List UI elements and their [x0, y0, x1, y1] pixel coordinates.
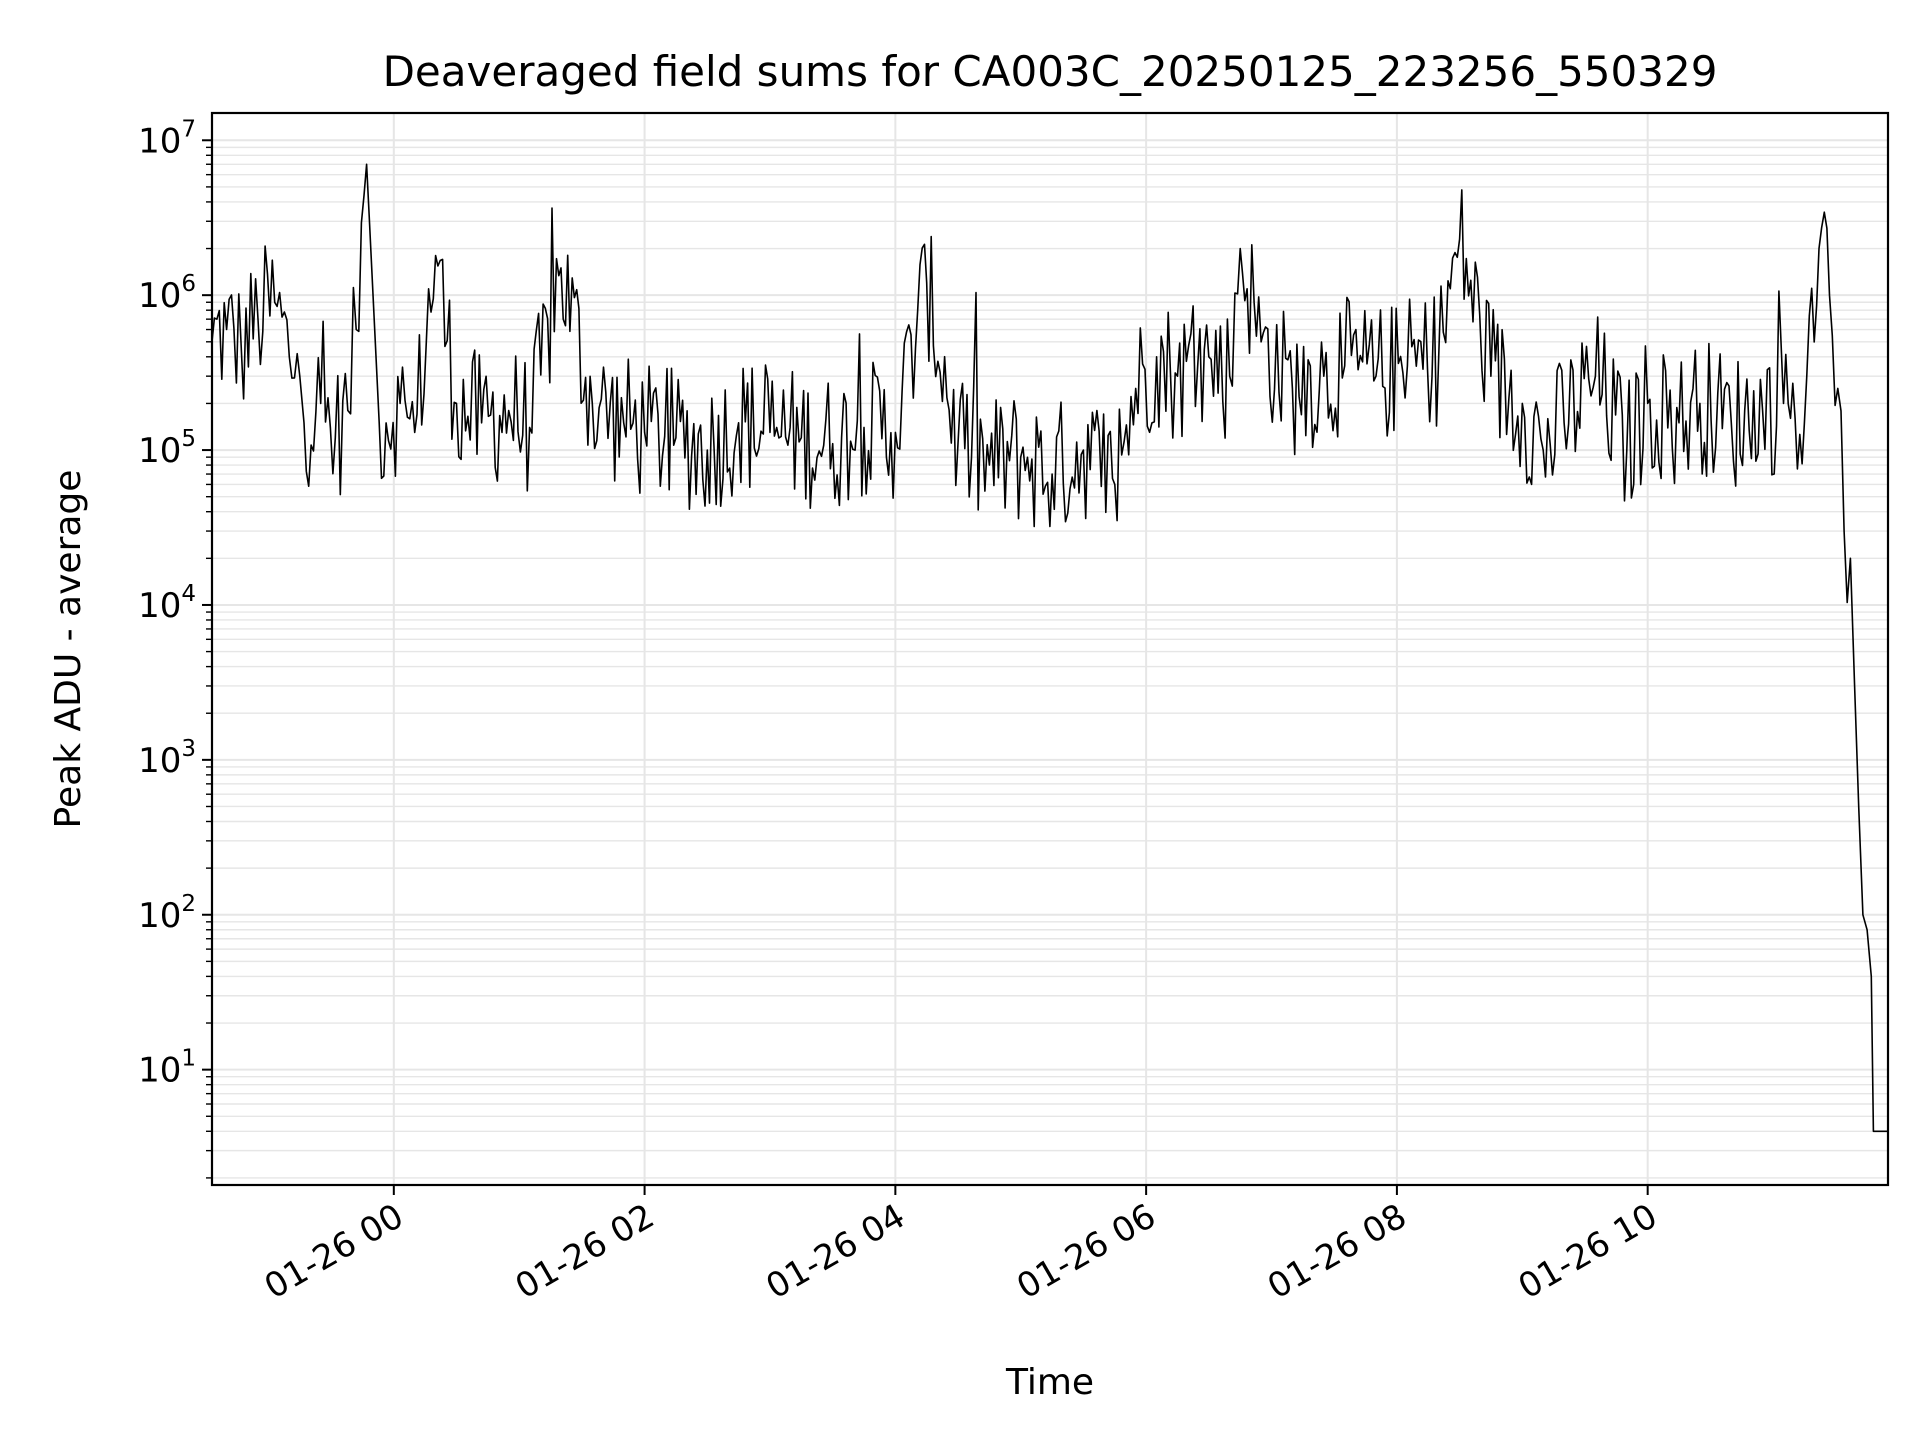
y-tick-label: 101	[138, 1046, 196, 1091]
y-tick-label-exponent: 7	[181, 116, 196, 142]
plot-data	[211, 163, 1888, 1133]
y-tick-label: 105	[138, 426, 196, 471]
y-tick-label-exponent: 5	[181, 426, 196, 452]
y-tick-label-exponent: 4	[181, 581, 196, 607]
plot-frame	[210, 111, 1890, 1187]
y-tick-label-exponent: 3	[181, 736, 196, 762]
y-tick-label-exponent: 2	[181, 891, 196, 917]
x-axis-label: Time	[1005, 1362, 1094, 1403]
y-tick-label-base: 10	[138, 586, 181, 626]
y-tick-label-base: 10	[138, 1051, 181, 1091]
chart-title: Deaveraged field sums for CA003C_2025012…	[383, 47, 1718, 96]
y-tick-label: 103	[138, 736, 196, 781]
y-tick-label: 102	[138, 891, 196, 936]
y-axis-label: Peak ADU - average	[48, 470, 89, 829]
y-tick-label: 104	[138, 581, 196, 626]
y-tick-label-exponent: 1	[181, 1046, 196, 1072]
series-line	[211, 163, 1888, 1133]
y-tick-label-base: 10	[138, 121, 181, 161]
y-tick-label-base: 10	[138, 276, 181, 316]
y-tick-label-base: 10	[138, 741, 181, 781]
y-tick-label-base: 10	[138, 431, 181, 471]
y-tick-label-base: 10	[138, 896, 181, 936]
y-tick-label-exponent: 6	[181, 271, 196, 297]
y-tick-label: 107	[138, 116, 196, 161]
grid-lines	[212, 113, 1888, 1185]
y-tick-label: 106	[138, 271, 196, 316]
